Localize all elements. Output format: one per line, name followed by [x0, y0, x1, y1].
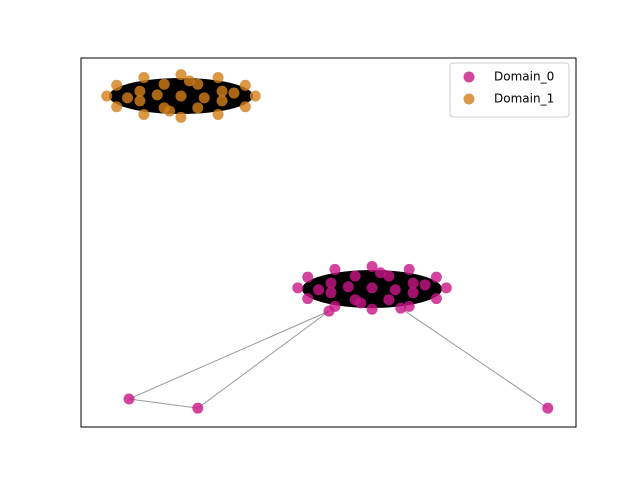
node [239, 79, 251, 91]
node [216, 95, 228, 107]
node [192, 78, 204, 90]
node [183, 75, 195, 87]
node [366, 282, 378, 294]
legend-box [449, 62, 570, 118]
node [313, 284, 325, 296]
node [430, 293, 442, 305]
node [111, 101, 123, 113]
node [175, 111, 187, 123]
node [192, 402, 204, 414]
node [123, 393, 135, 405]
legend-label: Domain_1 [494, 92, 554, 106]
node [323, 305, 335, 317]
node [366, 260, 378, 272]
node [407, 277, 419, 289]
node [419, 279, 431, 291]
node [239, 101, 251, 113]
legend-label: Domain_0 [494, 70, 554, 84]
node [212, 108, 224, 120]
node [355, 297, 367, 309]
node [175, 90, 187, 102]
nodes [101, 69, 554, 414]
node [374, 267, 386, 279]
node [164, 105, 176, 117]
legend-marker [463, 71, 475, 83]
node [325, 277, 337, 289]
node [542, 402, 554, 414]
node [430, 271, 442, 283]
plot-frame [80, 57, 577, 428]
node [158, 78, 170, 90]
node [138, 108, 150, 120]
node [366, 303, 378, 315]
legend-marker [463, 93, 475, 105]
node [440, 282, 452, 294]
node [292, 282, 304, 294]
edge [400, 307, 549, 409]
node [175, 69, 187, 81]
node [151, 89, 163, 101]
node [134, 85, 146, 97]
node [403, 300, 415, 312]
node [342, 281, 354, 293]
node [228, 87, 240, 99]
node [249, 90, 261, 102]
node [138, 72, 150, 84]
legend: Domain_0 Domain_1 [449, 62, 570, 118]
node [325, 287, 337, 299]
node [101, 90, 113, 102]
node [192, 102, 204, 114]
edge [197, 310, 330, 409]
node [395, 302, 407, 314]
node [216, 85, 228, 97]
node [302, 271, 314, 283]
node [212, 72, 224, 84]
node [302, 293, 314, 305]
node [407, 287, 419, 299]
edge [128, 398, 198, 409]
node [198, 92, 210, 104]
edge [128, 310, 330, 400]
node [122, 92, 134, 104]
node [403, 263, 415, 275]
node [329, 263, 341, 275]
node [134, 95, 146, 107]
edges [128, 307, 549, 409]
node [349, 270, 361, 282]
node [383, 270, 395, 282]
node [389, 284, 401, 296]
node [383, 294, 395, 306]
node [111, 79, 123, 91]
